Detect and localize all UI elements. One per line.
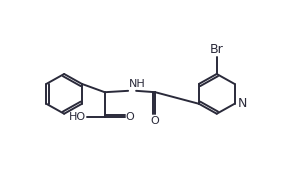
- Text: Br: Br: [210, 43, 223, 56]
- Text: HO: HO: [69, 112, 86, 122]
- Text: O: O: [151, 116, 160, 126]
- Text: N: N: [237, 97, 247, 110]
- Text: NH: NH: [129, 79, 146, 89]
- Text: O: O: [126, 112, 134, 122]
